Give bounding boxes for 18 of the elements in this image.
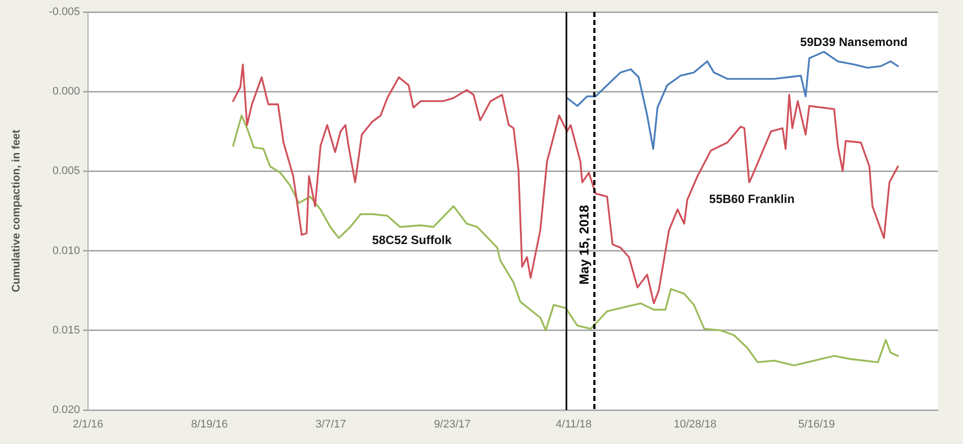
y-tick-label: 0.020 xyxy=(52,404,80,416)
x-tick-label: 10/28/18 xyxy=(674,418,717,431)
y-tick-label: 0.015 xyxy=(52,324,80,336)
ref-line-label: May 15, 2018 xyxy=(576,205,592,285)
x-tick-label: 9/23/17 xyxy=(434,418,471,431)
series-label: 59D39 Nansemond xyxy=(800,34,908,49)
x-tick-label: 4/11/18 xyxy=(556,418,592,431)
series-label: 55B60 Franklin xyxy=(709,192,795,206)
x-tick-label: 2/1/16 xyxy=(72,418,104,431)
y-tick-label: 0.005 xyxy=(52,165,80,178)
y-tick-label: -0.005 xyxy=(48,6,80,18)
series-label: 58C52 Suffolk xyxy=(372,232,452,247)
y-tick-label: 0.000 xyxy=(52,86,80,98)
x-tick-label: 3/7/17 xyxy=(316,418,346,431)
y-axis-title: Cumulative compaction, in feet xyxy=(10,129,23,292)
y-tick-label: 0.010 xyxy=(52,244,80,257)
x-tick-label: 8/19/16 xyxy=(191,418,228,431)
x-tick-label: 5/16/19 xyxy=(798,418,835,431)
